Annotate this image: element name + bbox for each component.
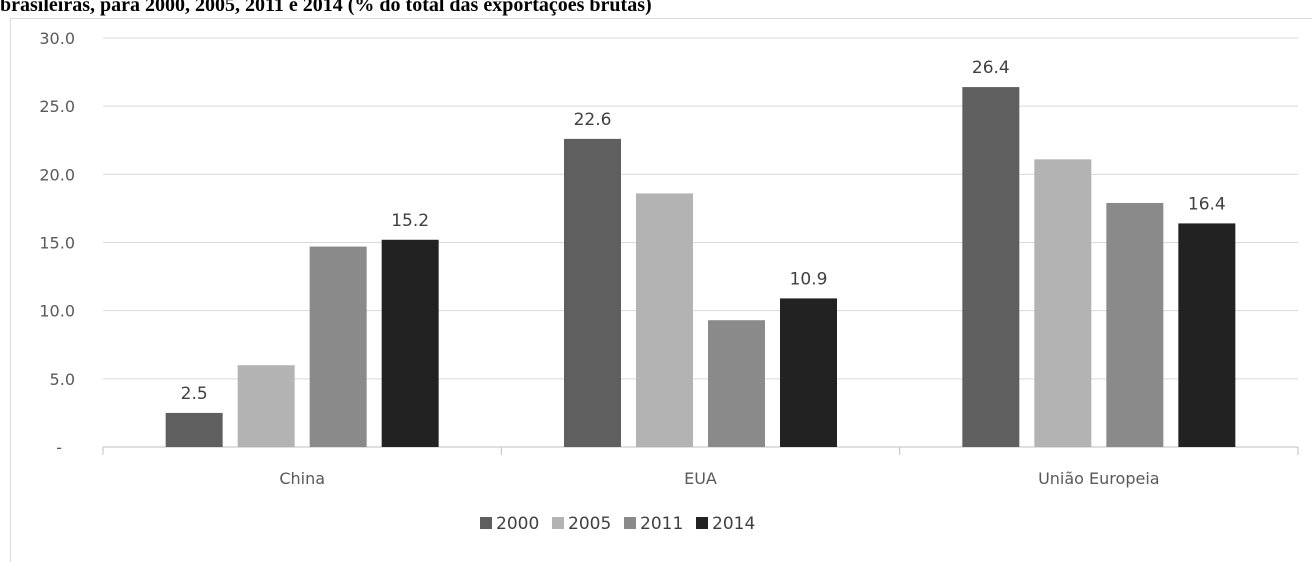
data-label: 26.4: [972, 58, 1010, 78]
data-label: 16.4: [1188, 194, 1226, 214]
legend-swatch-2000: [480, 517, 492, 529]
data-label: 10.9: [790, 269, 828, 289]
x-category-label: China: [279, 469, 325, 488]
legend-label-2005: 2005: [568, 514, 611, 534]
y-tick-label: 20.0: [39, 165, 75, 184]
y-tick-label: 15.0: [39, 234, 75, 253]
bar-2011-união-europeia: [1106, 202, 1164, 447]
bar-2005-união-europeia: [1034, 159, 1092, 447]
legend-swatch-2005: [552, 517, 564, 529]
legend-swatch-2014: [696, 517, 708, 529]
chart-frame: [10, 18, 1312, 562]
y-tick-label: -: [56, 438, 62, 457]
bar-2014-china: [381, 239, 439, 447]
bar-2000-eua: [564, 138, 621, 448]
y-tick-label: 30.0: [39, 29, 75, 48]
bar-2005-china: [237, 365, 295, 447]
y-tick-label: 10.0: [39, 302, 75, 321]
chart-caption: brasileiras, para 2000, 2005, 2011 e 201…: [0, 0, 652, 16]
legend-label-2011: 2011: [640, 514, 683, 534]
bar-2005-eua: [636, 193, 693, 447]
data-label: 15.2: [391, 211, 429, 231]
data-label: 22.6: [574, 110, 612, 130]
bar-2014-eua: [780, 298, 837, 447]
x-category-label: União Europeia: [1038, 469, 1160, 488]
legend-label-2000: 2000: [496, 514, 539, 534]
bar-2011-eua: [708, 320, 765, 447]
legend-label-2014: 2014: [712, 514, 755, 534]
data-label: 2.5: [181, 384, 208, 404]
x-category-label: EUA: [684, 469, 717, 488]
y-tick-label: 25.0: [39, 97, 75, 116]
legend-swatch-2011: [624, 517, 636, 529]
bar-2011-china: [309, 246, 367, 447]
bar-2000-união-europeia: [962, 87, 1020, 447]
bar-2000-china: [165, 412, 223, 447]
y-tick-label: 5.0: [50, 370, 75, 389]
bar-2014-união-europeia: [1178, 223, 1236, 447]
